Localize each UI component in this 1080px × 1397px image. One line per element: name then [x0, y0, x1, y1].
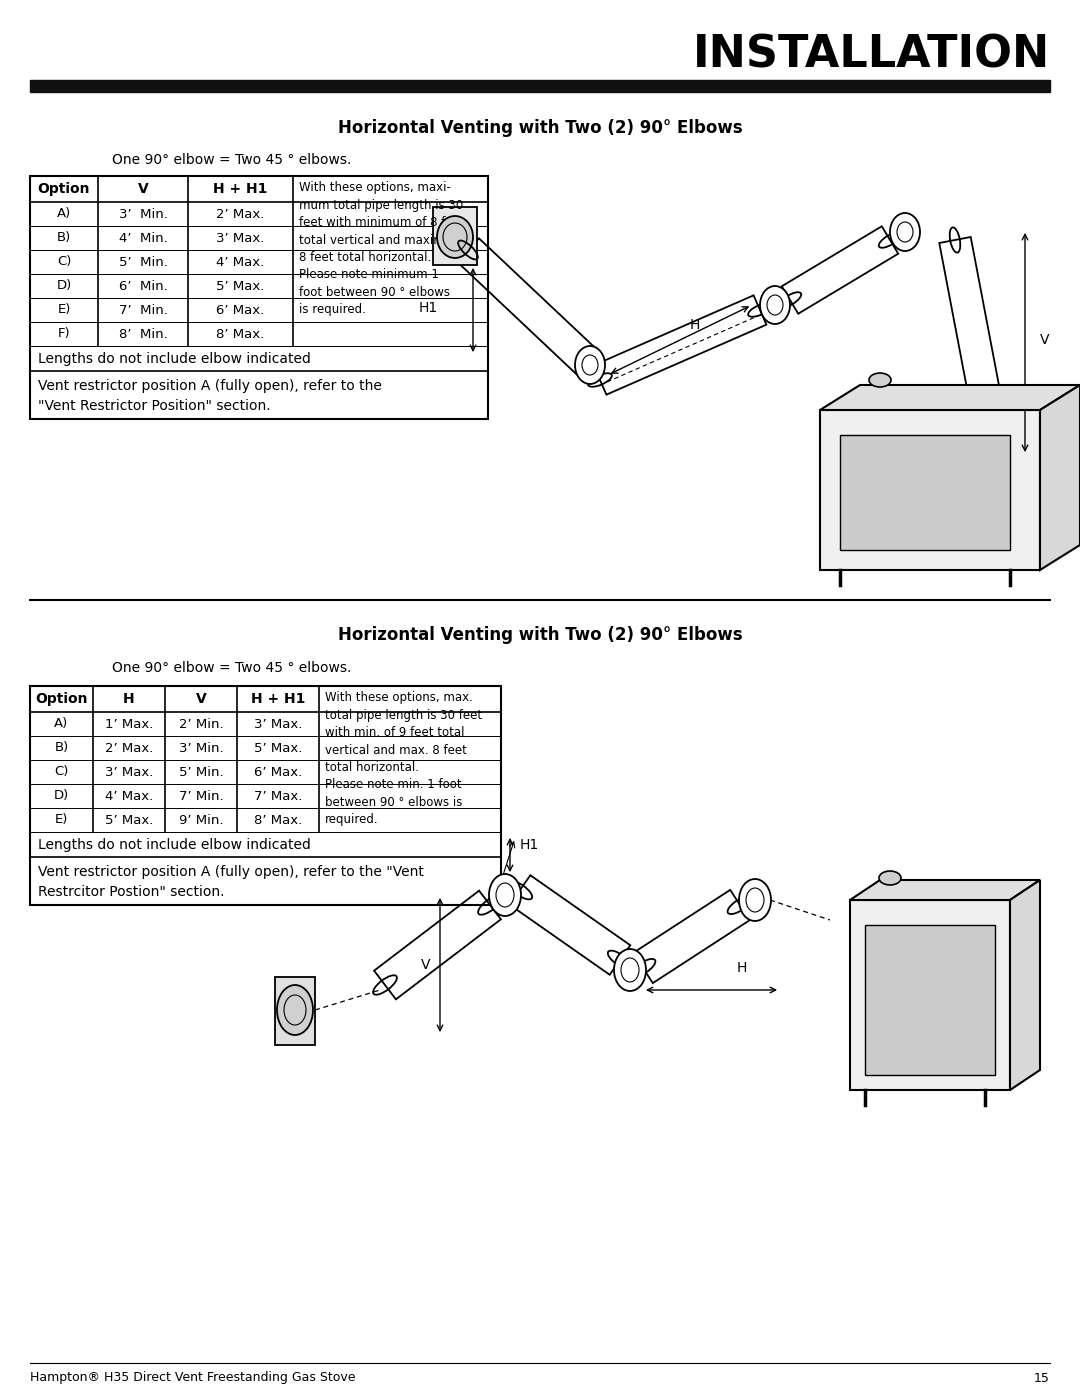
Text: 5’ Max.: 5’ Max. — [254, 742, 302, 754]
Ellipse shape — [760, 286, 789, 324]
Text: 4’  Min.: 4’ Min. — [119, 232, 167, 244]
Text: 7’  Min.: 7’ Min. — [119, 303, 167, 317]
Polygon shape — [850, 880, 1040, 900]
Text: One 90° elbow = Two 45 ° elbows.: One 90° elbow = Two 45 ° elbows. — [112, 661, 351, 675]
Polygon shape — [1040, 386, 1080, 570]
Text: V: V — [195, 692, 206, 705]
Text: H1: H1 — [519, 838, 539, 852]
Text: V: V — [420, 958, 430, 972]
Text: Option: Option — [38, 182, 91, 196]
Text: One 90° elbow = Two 45 ° elbows.: One 90° elbow = Two 45 ° elbows. — [112, 154, 351, 168]
Text: C): C) — [54, 766, 69, 778]
Text: A): A) — [54, 718, 69, 731]
Text: 5’  Min.: 5’ Min. — [119, 256, 167, 268]
Ellipse shape — [489, 875, 521, 916]
Text: 15: 15 — [1035, 1372, 1050, 1384]
Ellipse shape — [869, 373, 891, 387]
Bar — [275, 977, 315, 1045]
Text: V: V — [137, 182, 148, 196]
Text: Vent restrictor position A (fully open), refer to the
"Vent Restrictor Position": Vent restrictor position A (fully open),… — [38, 379, 382, 412]
Text: With these options, maxi-
mum total pipe length is 30
feet with minimum of 8 fee: With these options, maxi- mum total pipe… — [299, 182, 464, 317]
Text: H: H — [123, 692, 135, 705]
Text: Lengths do not include elbow indicated: Lengths do not include elbow indicated — [38, 352, 311, 366]
Bar — [30, 686, 501, 905]
Polygon shape — [820, 386, 1080, 409]
Bar — [30, 176, 488, 419]
Text: E): E) — [57, 303, 70, 317]
Text: V: V — [1040, 332, 1050, 346]
Text: H: H — [690, 319, 700, 332]
Text: 2’ Min.: 2’ Min. — [178, 718, 224, 731]
Text: Hampton® H35 Direct Vent Freestanding Gas Stove: Hampton® H35 Direct Vent Freestanding Ga… — [30, 1372, 355, 1384]
Text: F): F) — [57, 327, 70, 341]
Ellipse shape — [437, 217, 473, 258]
Ellipse shape — [575, 346, 605, 384]
Text: 8’ Max.: 8’ Max. — [216, 327, 265, 341]
Text: 9’ Min.: 9’ Min. — [179, 813, 224, 827]
Text: H: H — [737, 961, 746, 975]
Text: 3’ Max.: 3’ Max. — [105, 766, 153, 778]
Text: With these options, max.
total pipe length is 30 feet
with min. of 9 feet total
: With these options, max. total pipe leng… — [325, 692, 482, 827]
Text: H + H1: H + H1 — [214, 182, 268, 196]
Ellipse shape — [276, 985, 313, 1035]
Bar — [840, 434, 1010, 550]
Text: Lengths do not include elbow indicated: Lengths do not include elbow indicated — [38, 837, 311, 852]
Bar — [820, 409, 1040, 570]
Text: 8’ Max.: 8’ Max. — [254, 813, 302, 827]
Text: B): B) — [54, 742, 69, 754]
Bar — [865, 925, 995, 1076]
Text: B): B) — [57, 232, 71, 244]
Text: 5’ Max.: 5’ Max. — [216, 279, 265, 292]
Text: A): A) — [57, 208, 71, 221]
Text: 8’  Min.: 8’ Min. — [119, 327, 167, 341]
Ellipse shape — [615, 949, 646, 990]
Ellipse shape — [739, 879, 771, 921]
Text: 5’ Min.: 5’ Min. — [178, 766, 224, 778]
Text: 4’ Max.: 4’ Max. — [105, 789, 153, 802]
Text: C): C) — [57, 256, 71, 268]
Text: 3’  Min.: 3’ Min. — [119, 208, 167, 221]
Bar — [30, 80, 1050, 92]
Text: 2’ Max.: 2’ Max. — [216, 208, 265, 221]
Text: 2’ Max.: 2’ Max. — [105, 742, 153, 754]
Text: H + H1: H + H1 — [251, 692, 306, 705]
Bar — [433, 207, 477, 265]
Text: Vent restrictor position A (fully open), refer to the "Vent
Restrcitor Postion" : Vent restrictor position A (fully open),… — [38, 865, 423, 898]
Text: 4’ Max.: 4’ Max. — [216, 256, 265, 268]
Text: Horizontal Venting with Two (2) 90° Elbows: Horizontal Venting with Two (2) 90° Elbo… — [338, 626, 742, 644]
Text: 3’ Max.: 3’ Max. — [254, 718, 302, 731]
Text: 6’  Min.: 6’ Min. — [119, 279, 167, 292]
Text: E): E) — [55, 813, 68, 827]
Polygon shape — [1010, 880, 1040, 1090]
Ellipse shape — [879, 870, 901, 886]
Text: 6’ Max.: 6’ Max. — [254, 766, 302, 778]
Text: Option: Option — [36, 692, 87, 705]
Ellipse shape — [890, 212, 920, 251]
Text: 1’ Max.: 1’ Max. — [105, 718, 153, 731]
Text: 6’ Max.: 6’ Max. — [216, 303, 265, 317]
Text: 7’ Min.: 7’ Min. — [178, 789, 224, 802]
Text: H1: H1 — [419, 300, 438, 314]
Text: 3’ Max.: 3’ Max. — [216, 232, 265, 244]
Text: D): D) — [56, 279, 71, 292]
Text: 7’ Max.: 7’ Max. — [254, 789, 302, 802]
Text: INSTALLATION: INSTALLATION — [692, 34, 1050, 77]
Text: Horizontal Venting with Two (2) 90° Elbows: Horizontal Venting with Two (2) 90° Elbo… — [338, 119, 742, 137]
Bar — [850, 900, 1010, 1090]
Text: D): D) — [54, 789, 69, 802]
Text: 3’ Min.: 3’ Min. — [178, 742, 224, 754]
Text: 5’ Max.: 5’ Max. — [105, 813, 153, 827]
